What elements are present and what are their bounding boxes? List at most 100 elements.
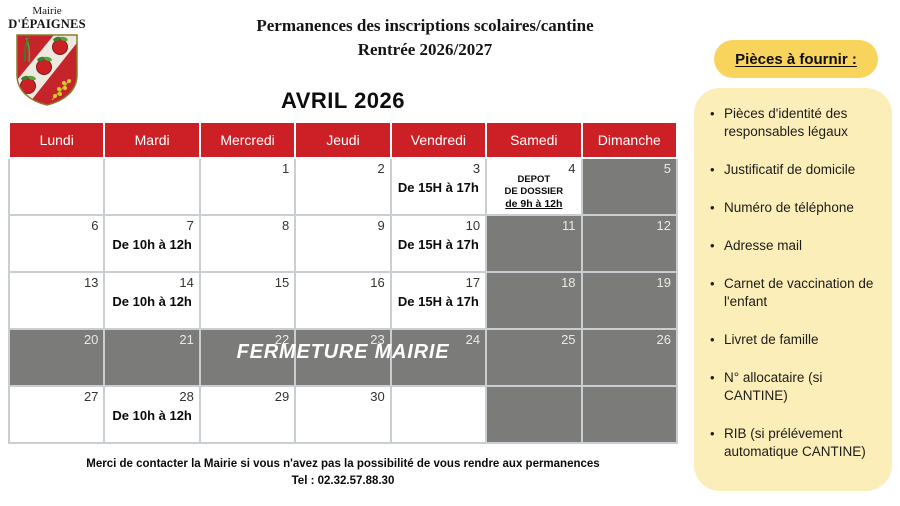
calendar: Lundi Mardi Mercredi Jeudi Vendredi Same… [7, 121, 679, 444]
day-number: 10 [465, 218, 481, 233]
page-title-line1: Permanences des inscriptions scolaires/c… [256, 16, 594, 35]
depot-line3: de 9h à 12h [505, 198, 563, 210]
day-cell-closed: 23 [294, 328, 392, 387]
day-number: 21 [179, 332, 194, 347]
day-number: 19 [656, 275, 671, 290]
opening-hours-note: De 15H à 17h [397, 180, 479, 195]
list-item: • N° allocataire (si CANTINE) [710, 369, 880, 405]
day-cell: 13 [7, 271, 106, 330]
weekday-header-samedi: Samedi [485, 121, 583, 159]
day-number: 30 [370, 389, 385, 404]
day-number: 11 [562, 218, 576, 233]
day-number: 8 [282, 218, 290, 233]
day-cell: 6 [7, 214, 106, 273]
day-cell-closed: 19 [580, 271, 679, 330]
day-cell: 10 De 15H à 17h [389, 214, 488, 273]
depot-line2: DE DOSSIER [504, 185, 564, 197]
day-cell: 1 [198, 157, 297, 216]
day-cell-closed [580, 385, 679, 444]
documents-checklist: • Pièces d'identité des responsables léga… [710, 105, 880, 461]
day-number: 18 [561, 275, 576, 290]
closure-banner: FERMETURE MAIRIE [236, 341, 450, 363]
footer-line1: Merci de contacter la Mairie si vous n'a… [86, 458, 600, 470]
opening-hours-note: De 10h à 12h [112, 408, 192, 423]
mairie-logo-block: Mairie D'ÉPAIGNES [6, 5, 88, 107]
calendar-week-row: 13 14 De 10h à 12h 15 16 17 De 15H à 17h 1… [7, 271, 679, 330]
day-number: 13 [83, 275, 99, 290]
town-crest-icon [16, 34, 78, 106]
list-item: • Livret de famille [710, 331, 880, 349]
day-number: 4 [568, 161, 576, 176]
day-cell-closed: 22 [198, 328, 297, 387]
depot-dossier-note: DEPOT DE DOSSIER de 9h à 12h [492, 174, 575, 211]
day-number: 28 [179, 389, 194, 404]
day-number: 26 [656, 332, 671, 347]
bullet-icon: • [710, 332, 715, 347]
opening-hours-note: De 15H à 17h [397, 237, 479, 252]
day-cell-closed: 26 [580, 328, 679, 387]
list-item-label: Pièces d'identité des responsables légau… [724, 106, 848, 139]
day-cell: 7 De 10h à 12h [103, 214, 201, 273]
day-cell [389, 385, 488, 444]
depot-line1: DEPOT [517, 174, 551, 185]
day-number: 2 [377, 161, 385, 176]
logo-text-epaignes: D'ÉPAIGNES [8, 17, 86, 31]
weekday-header-jeudi: Jeudi [294, 121, 392, 159]
logo-text-mairie: Mairie [32, 5, 62, 17]
day-cell: 9 [294, 214, 392, 273]
day-number: 24 [465, 332, 481, 347]
list-item-label: Adresse mail [724, 238, 803, 253]
day-cell-closed: 12 [580, 214, 679, 273]
day-cell: 16 [294, 271, 392, 330]
day-cell-closed: 5 [580, 157, 679, 216]
bullet-icon: • [710, 200, 715, 215]
day-cell [7, 157, 106, 216]
list-item: • Adresse mail [710, 237, 880, 255]
weekday-header-mardi: Mardi [103, 121, 201, 159]
day-cell [103, 157, 201, 216]
month-title: AVRIL 2026 [280, 88, 406, 113]
day-cell: 8 [198, 214, 297, 273]
day-cell-closed: 21 [103, 328, 201, 387]
footer-phone: Tel : 02.32.57.88.30 [291, 475, 395, 488]
day-cell: 14 De 10h à 12h [103, 271, 201, 330]
day-cell: 30 [294, 385, 392, 444]
list-item-label: RIB (si prélévement automatique CANTINE) [724, 426, 866, 459]
day-cell-depot-dossier: 4 DEPOT DE DOSSIER de 9h à 12h [485, 157, 583, 216]
weekday-header-mercredi: Mercredi [198, 121, 297, 159]
list-item-label: Numéro de téléphone [724, 200, 854, 215]
calendar-week-row: 6 7 De 10h à 12h 8 9 10 De 15H à 17h 11 12 [7, 214, 679, 273]
day-number: 5 [663, 161, 671, 176]
weekday-header-vendredi: Vendredi [389, 121, 488, 159]
list-item: • Carnet de vaccination de l'enfant [710, 275, 880, 311]
opening-hours-note: De 15H à 17h [397, 294, 479, 309]
bullet-icon: • [710, 426, 715, 441]
day-cell: 28 De 10h à 12h [103, 385, 201, 444]
day-number: 14 [179, 275, 194, 290]
day-cell: 15 [198, 271, 297, 330]
bullet-icon: • [710, 238, 715, 253]
list-item: • Pièces d'identité des responsables léga… [710, 105, 880, 141]
bullet-icon: • [710, 162, 715, 177]
opening-hours-note: De 10h à 12h [112, 294, 192, 309]
weekday-header-lundi: Lundi [7, 121, 106, 159]
day-cell: 2 [294, 157, 392, 216]
list-item: • RIB (si prélévement automatique CANTINE… [710, 425, 880, 461]
day-number: 22 [274, 332, 290, 347]
day-cell-closed: 24 [389, 328, 488, 387]
bullet-icon: • [710, 106, 715, 121]
list-item-label: Carnet de vaccination de l'enfant [724, 276, 874, 309]
day-number: 27 [83, 389, 99, 404]
page-title-line2: Rentrée 2026/2027 [357, 39, 493, 59]
day-number: 20 [83, 332, 99, 347]
day-cell-closed [485, 385, 583, 444]
weekday-header-dimanche: Dimanche [580, 121, 679, 159]
day-number: 9 [377, 218, 385, 233]
list-item-label: Justificatif de domicile [724, 162, 856, 177]
calendar-week-row: 27 28 De 10h à 12h 29 30 [7, 385, 679, 444]
day-number: 6 [91, 218, 99, 233]
calendar-week-row: 1 2 3 De 15H à 17h 4 DEPOT DE DOSSIER de … [7, 157, 679, 216]
day-number: 1 [282, 161, 290, 176]
list-item-label: N° allocataire (si CANTINE) [724, 370, 823, 403]
